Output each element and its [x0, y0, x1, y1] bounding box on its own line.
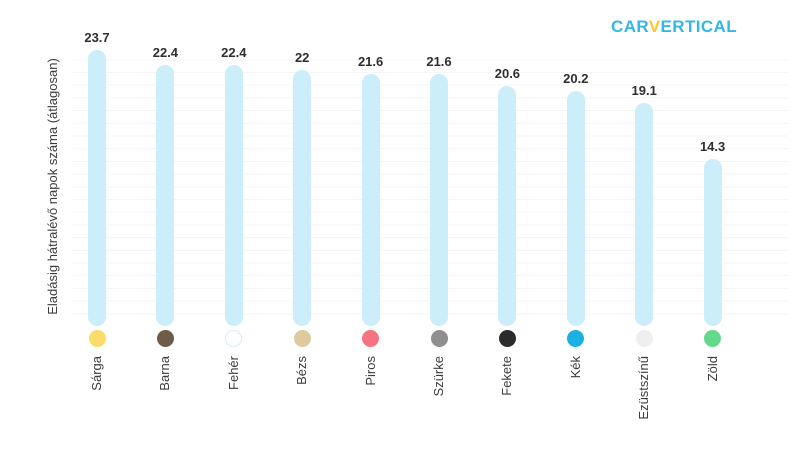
bar-value-szurke: 21.6: [426, 54, 452, 70]
category-label-fekete: Fekete: [499, 356, 515, 396]
bar-piros: [361, 74, 380, 326]
color-dot-bezs: [293, 330, 311, 347]
bar-value-feher: 22.4: [221, 45, 247, 61]
carvertical-logo: CARVERTICAL: [611, 17, 737, 37]
color-dot-fekete: [498, 330, 516, 347]
color-dot-kek: [567, 330, 585, 347]
color-dot-piros: [362, 330, 380, 347]
bar-value-fekete: 20.6: [494, 66, 521, 81]
category-label-barna: Barna: [157, 356, 173, 391]
bar-value-ezustszinu: 19.1: [631, 83, 657, 99]
logo-text-car: CAR: [611, 17, 649, 36]
bar-fekete: [498, 86, 517, 326]
color-dot-szurke: [430, 330, 448, 347]
bar-feher: [224, 65, 243, 326]
category-label-szurke: Szürke: [431, 356, 446, 397]
category-label-ezustszinu: Ezüstszínű: [636, 356, 652, 420]
y-axis-title: Eladásig hátralévő napok száma (átlagosa…: [44, 57, 60, 315]
color-dot-ezustszinu: [635, 330, 653, 347]
bar-value-bezs: 22: [294, 49, 310, 65]
logo-text-v-accent: V: [648, 17, 661, 36]
category-label-bezs: Bézs: [294, 356, 310, 385]
bar-kek: [566, 90, 585, 326]
category-label-feher: Fehér: [225, 356, 241, 390]
color-dot-barna: [156, 330, 174, 347]
bar-value-kek: 20.2: [563, 70, 589, 86]
bar-zold: [703, 159, 722, 326]
bar-value-zold: 14.3: [699, 139, 726, 155]
bar-barna: [156, 65, 175, 326]
color-dot-sarga: [88, 330, 106, 347]
bar-value-piros: 21.6: [357, 54, 384, 70]
color-dot-zold: [704, 330, 722, 347]
bar-value-sarga: 23.7: [84, 29, 110, 45]
color-dot-feher: [225, 330, 243, 347]
bar-value-barna: 22.4: [152, 45, 179, 61]
bar-szurke: [430, 74, 448, 326]
bar-ezustszinu: [635, 103, 654, 326]
logo-text-ertical: ERTICAL: [660, 17, 737, 36]
bar-sarga: [88, 49, 106, 326]
category-label-zold: Zöld: [704, 356, 720, 382]
category-label-sarga: Sárga: [89, 356, 104, 391]
category-label-kek: Kék: [567, 356, 583, 379]
y-axis-title-container: Eladásig hátralévő napok száma (átlagosa…: [38, 44, 66, 328]
category-label-piros: Piros: [362, 356, 378, 386]
bar-bezs: [293, 69, 312, 326]
